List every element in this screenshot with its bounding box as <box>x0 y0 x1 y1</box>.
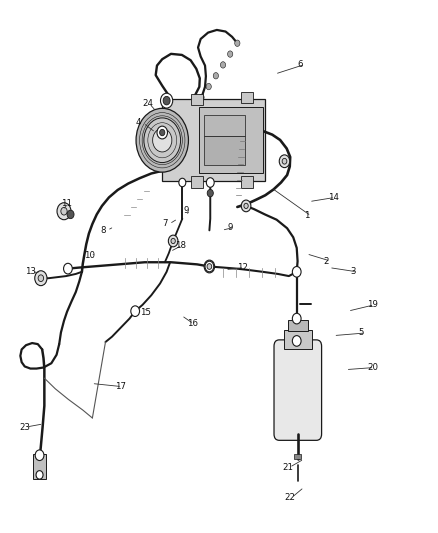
Text: 4: 4 <box>136 118 141 127</box>
Text: 18: 18 <box>175 241 186 250</box>
Circle shape <box>199 94 204 101</box>
FancyBboxPatch shape <box>288 320 307 332</box>
Text: 14: 14 <box>328 193 339 202</box>
Text: 16: 16 <box>187 319 198 328</box>
Circle shape <box>36 471 43 479</box>
Circle shape <box>235 40 240 46</box>
FancyBboxPatch shape <box>274 340 321 440</box>
Text: 24: 24 <box>143 99 154 108</box>
Circle shape <box>292 313 301 324</box>
FancyBboxPatch shape <box>33 454 46 479</box>
FancyBboxPatch shape <box>241 92 253 103</box>
Text: 10: 10 <box>84 252 95 260</box>
Circle shape <box>160 93 173 108</box>
Text: 13: 13 <box>25 268 36 276</box>
Text: 5: 5 <box>359 328 364 337</box>
Circle shape <box>206 83 211 90</box>
Circle shape <box>204 260 215 273</box>
FancyBboxPatch shape <box>199 107 263 173</box>
Circle shape <box>220 62 226 68</box>
Circle shape <box>57 203 71 220</box>
Circle shape <box>279 155 290 167</box>
Circle shape <box>228 51 233 57</box>
Text: 2: 2 <box>324 257 329 265</box>
Circle shape <box>159 130 165 136</box>
FancyBboxPatch shape <box>241 176 253 188</box>
Text: 20: 20 <box>367 363 378 372</box>
Circle shape <box>241 200 251 212</box>
Circle shape <box>152 128 172 152</box>
Text: 3: 3 <box>350 268 356 276</box>
Circle shape <box>168 235 178 247</box>
Circle shape <box>206 177 214 187</box>
Circle shape <box>244 203 248 208</box>
Circle shape <box>207 264 212 269</box>
Circle shape <box>292 336 301 346</box>
Circle shape <box>131 306 140 317</box>
Circle shape <box>213 72 219 79</box>
Text: 22: 22 <box>285 493 296 502</box>
Circle shape <box>282 158 287 164</box>
FancyBboxPatch shape <box>204 136 245 165</box>
Circle shape <box>157 126 167 139</box>
Text: 9: 9 <box>183 206 189 215</box>
Circle shape <box>163 96 170 105</box>
Circle shape <box>38 275 44 281</box>
Text: 6: 6 <box>297 60 303 69</box>
FancyBboxPatch shape <box>284 330 312 349</box>
Text: 21: 21 <box>283 463 293 472</box>
FancyBboxPatch shape <box>162 99 265 181</box>
Text: 12: 12 <box>237 263 248 272</box>
Circle shape <box>64 263 72 274</box>
Text: 17: 17 <box>115 382 126 391</box>
Text: 11: 11 <box>61 199 72 208</box>
Text: 7: 7 <box>162 220 168 229</box>
Text: 8: 8 <box>100 226 106 235</box>
Circle shape <box>179 178 186 187</box>
Text: 23: 23 <box>19 423 30 432</box>
FancyBboxPatch shape <box>294 454 301 459</box>
Text: 9: 9 <box>228 223 233 232</box>
Text: 19: 19 <box>367 300 378 309</box>
Circle shape <box>35 450 44 461</box>
Circle shape <box>61 207 67 215</box>
Circle shape <box>292 266 301 277</box>
FancyBboxPatch shape <box>191 94 203 106</box>
Circle shape <box>67 210 74 219</box>
Text: 15: 15 <box>140 308 151 317</box>
Circle shape <box>207 189 213 197</box>
Text: 1: 1 <box>304 212 310 221</box>
Circle shape <box>136 108 188 172</box>
Circle shape <box>171 238 175 244</box>
FancyBboxPatch shape <box>191 176 203 188</box>
Circle shape <box>205 261 214 272</box>
Circle shape <box>35 271 47 286</box>
FancyBboxPatch shape <box>204 115 245 136</box>
Circle shape <box>144 118 180 163</box>
